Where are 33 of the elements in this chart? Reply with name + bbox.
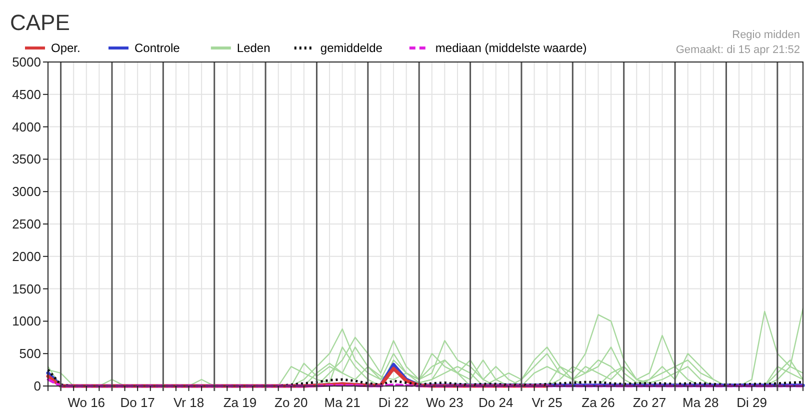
y-tick-label: 5000: [12, 54, 41, 70]
y-tick-label: 0: [34, 378, 41, 394]
y-tick-label: 2000: [12, 248, 41, 264]
legend-label: Leden: [236, 41, 270, 55]
y-tick-label: 2500: [12, 216, 41, 232]
y-tick-label: 4500: [12, 86, 41, 102]
legend-label: mediaan (middelste waarde): [435, 41, 587, 55]
x-tick-label: Di 29: [736, 395, 767, 410]
x-tick-label: Ma 28: [682, 395, 719, 410]
x-tick-label: Do 24: [478, 395, 514, 410]
y-tick-label: 500: [19, 346, 41, 362]
x-tick-label: Vr 25: [532, 395, 562, 410]
x-tick-label: Za 26: [582, 395, 615, 410]
y-tick-label: 3000: [12, 184, 41, 200]
x-tick-label: Zo 20: [274, 395, 308, 410]
y-tick-label: 3500: [12, 152, 41, 167]
y-tick-label: 1000: [12, 314, 41, 329]
legend-label: gemiddelde: [320, 41, 383, 55]
chart-title: CAPE: [10, 10, 70, 35]
legend-label: Controle: [134, 41, 180, 55]
x-tick-label: Wo 16: [68, 395, 106, 410]
text: Regio midden: [732, 29, 800, 41]
x-tick-label: Ma 21: [324, 395, 360, 410]
text: Gemaakt: di 15 apr 21:52: [676, 44, 800, 56]
y-tick-label: 1500: [12, 281, 41, 296]
x-tick-label: Za 19: [223, 395, 257, 410]
y-tick-label: 4000: [12, 119, 41, 134]
legend-label: Oper.: [51, 41, 80, 55]
x-tick-label: Wo 23: [426, 395, 464, 410]
x-tick-label: Di 22: [378, 395, 409, 410]
x-tick-label: Do 17: [120, 395, 155, 410]
x-tick-label: Zo 27: [632, 395, 666, 410]
x-tick-label: Vr 18: [173, 395, 204, 410]
